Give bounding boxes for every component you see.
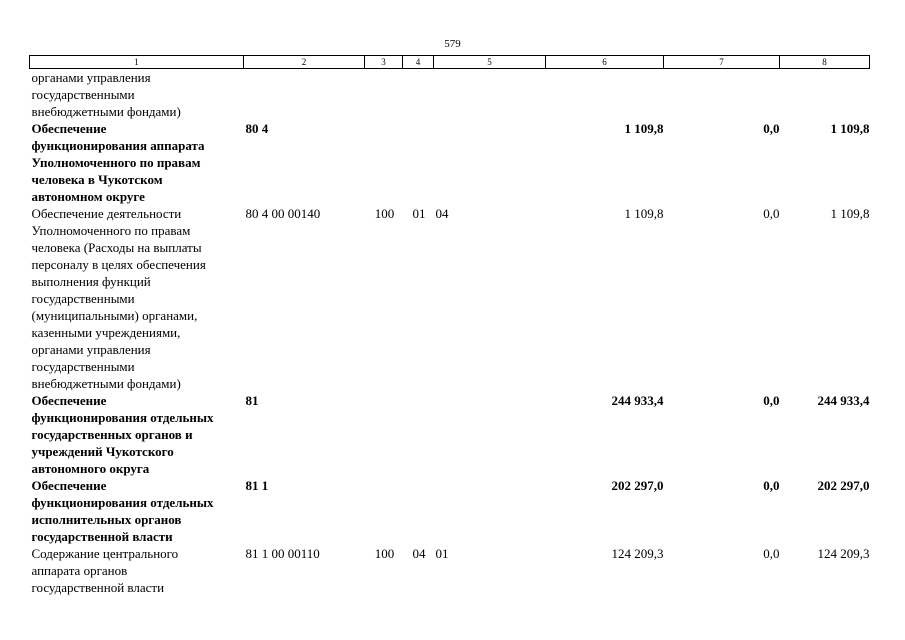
row-target-code: 81 1: [245, 478, 269, 493]
row-subsection: [434, 392, 546, 477]
row-section: [403, 120, 434, 205]
row-subsection: [434, 69, 546, 121]
budget-table-body: органами управления государственными вне…: [30, 69, 870, 597]
row-amount-8: 124 209,3: [817, 546, 870, 561]
column-header-2: 2: [243, 55, 365, 69]
row-name: Обеспечение функционирования отдельных и…: [31, 478, 214, 544]
row-subsection: [434, 120, 546, 205]
column-header-7: 7: [663, 55, 780, 69]
row-amount-8: [780, 69, 870, 121]
row-amount-6: 244 933,4: [611, 393, 664, 408]
row-amount-7: 0,0: [763, 121, 780, 136]
row-amount-6: 1 109,8: [624, 121, 664, 136]
row-name: Обеспечение функционирования отдельных г…: [31, 393, 214, 476]
row-subsection: 01: [435, 546, 449, 561]
row-name: органами управления государственными вне…: [31, 70, 181, 119]
row-section: 04: [412, 546, 426, 561]
row-amount-7: [664, 69, 780, 121]
row-expense-type: [365, 120, 403, 205]
column-number-row: 1 2 3 4 5 6 7 8: [29, 55, 870, 69]
table-row: Обеспечение деятельности Уполномоченного…: [30, 205, 870, 392]
column-header-1: 1: [29, 55, 244, 69]
column-header-8: 8: [779, 55, 870, 69]
row-amount-7: 0,0: [763, 206, 780, 221]
column-header-3: 3: [364, 55, 403, 69]
row-section: 01: [412, 206, 426, 221]
row-target-code: 81 1 00 00110: [245, 546, 320, 561]
column-header-4: 4: [402, 55, 434, 69]
row-section: [403, 477, 434, 545]
row-subsection: [434, 477, 546, 545]
row-section: [403, 392, 434, 477]
row-amount-8: 202 297,0: [817, 478, 870, 493]
row-section: [403, 69, 434, 121]
row-amount-8: 244 933,4: [817, 393, 870, 408]
row-target-code: 80 4 00 00140: [245, 206, 321, 221]
table-row: Обеспечение функционирования аппарата Уп…: [30, 120, 870, 205]
row-name: Обеспечение деятельности Уполномоченного…: [31, 206, 206, 391]
table-row: Обеспечение функционирования отдельных г…: [30, 392, 870, 477]
column-header-5: 5: [433, 55, 546, 69]
row-subsection: 04: [435, 206, 449, 221]
row-amount-6: 202 297,0: [611, 478, 664, 493]
table-row: Содержание центрального аппарата органов…: [30, 545, 870, 596]
row-target-code: 81: [245, 393, 259, 408]
table-row: Обеспечение функционирования отдельных и…: [30, 477, 870, 545]
row-expense-type: 100: [374, 546, 395, 561]
row-amount-7: 0,0: [763, 546, 780, 561]
table-row: органами управления государственными вне…: [30, 69, 870, 121]
row-amount-7: 0,0: [763, 478, 780, 493]
page-number: 579: [444, 38, 461, 50]
row-name: Содержание центрального аппарата органов…: [31, 546, 179, 595]
row-amount-8: 1 109,8: [830, 206, 870, 221]
row-target-code: 80 4: [245, 121, 269, 136]
row-expense-type: [365, 392, 403, 477]
row-target-code: [244, 69, 365, 121]
row-amount-7: 0,0: [763, 393, 780, 408]
row-amount-6: [546, 69, 664, 121]
row-expense-type: [365, 477, 403, 545]
budget-table: 1 2 3 4 5 6 7 8 органами управления госу…: [29, 55, 870, 596]
row-expense-type: [365, 69, 403, 121]
row-amount-6: 124 209,3: [611, 546, 664, 561]
row-name: Обеспечение функционирования аппарата Уп…: [31, 121, 205, 204]
column-header-6: 6: [545, 55, 664, 69]
row-expense-type: 100: [374, 206, 395, 221]
row-amount-8: 1 109,8: [830, 121, 870, 136]
row-amount-6: 1 109,8: [624, 206, 664, 221]
